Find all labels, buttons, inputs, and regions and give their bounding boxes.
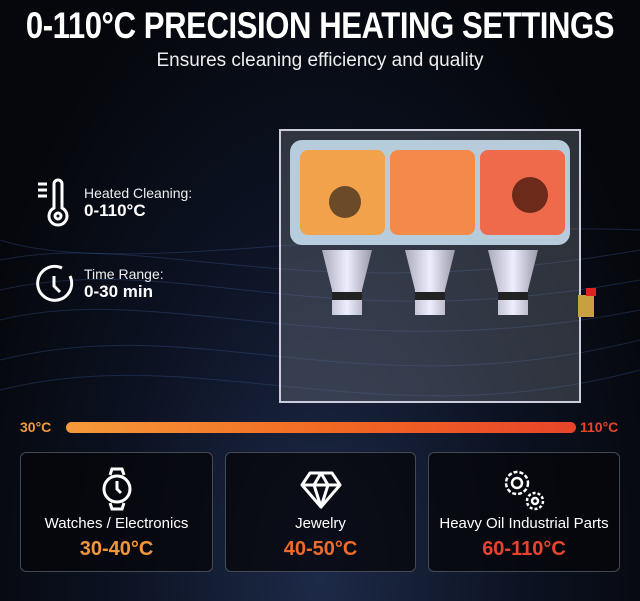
card-range: 40-50°C	[283, 538, 358, 560]
watch-icon	[102, 467, 131, 511]
scale-min-label: 30°C	[20, 419, 52, 435]
card-name: Heavy Oil Industrial Parts	[439, 515, 609, 532]
thermometer-icon	[38, 178, 69, 227]
card-watches-electronics: Watches / Electronics 30-40°C	[20, 452, 213, 572]
page-title: 0-110°C PRECISION HEATING SETTINGS	[25, 5, 615, 46]
diamond-icon	[300, 471, 341, 509]
card-heavy-oil-parts: Heavy Oil Industrial Parts 60-110°C	[428, 452, 620, 572]
gears-icon	[504, 470, 545, 511]
spec-label: Heated Cleaning:	[84, 185, 193, 201]
spec-heated-cleaning: Heated Cleaning: 0-110°C	[36, 178, 192, 228]
scale-max-label: 110°C	[580, 419, 619, 435]
card-range: 60-110°C	[482, 538, 566, 560]
card-range: 30-40°C	[79, 538, 154, 560]
temperature-scale-bar	[66, 422, 576, 433]
ultrasonic-tank-image	[279, 129, 596, 403]
spec-time-range: Time Range: 0-30 min	[36, 264, 164, 304]
subtitle: Ensures cleaning efficiency and quality	[156, 50, 484, 71]
spec-label: Time Range:	[84, 266, 164, 282]
clock-icon	[36, 264, 74, 302]
spec-value: 0-30 min	[84, 282, 153, 301]
spec-value: 0-110°C	[84, 201, 146, 220]
card-jewelry: Jewelry 40-50°C	[225, 452, 416, 572]
card-name: Watches / Electronics	[44, 515, 189, 532]
card-name: Jewelry	[295, 515, 346, 532]
